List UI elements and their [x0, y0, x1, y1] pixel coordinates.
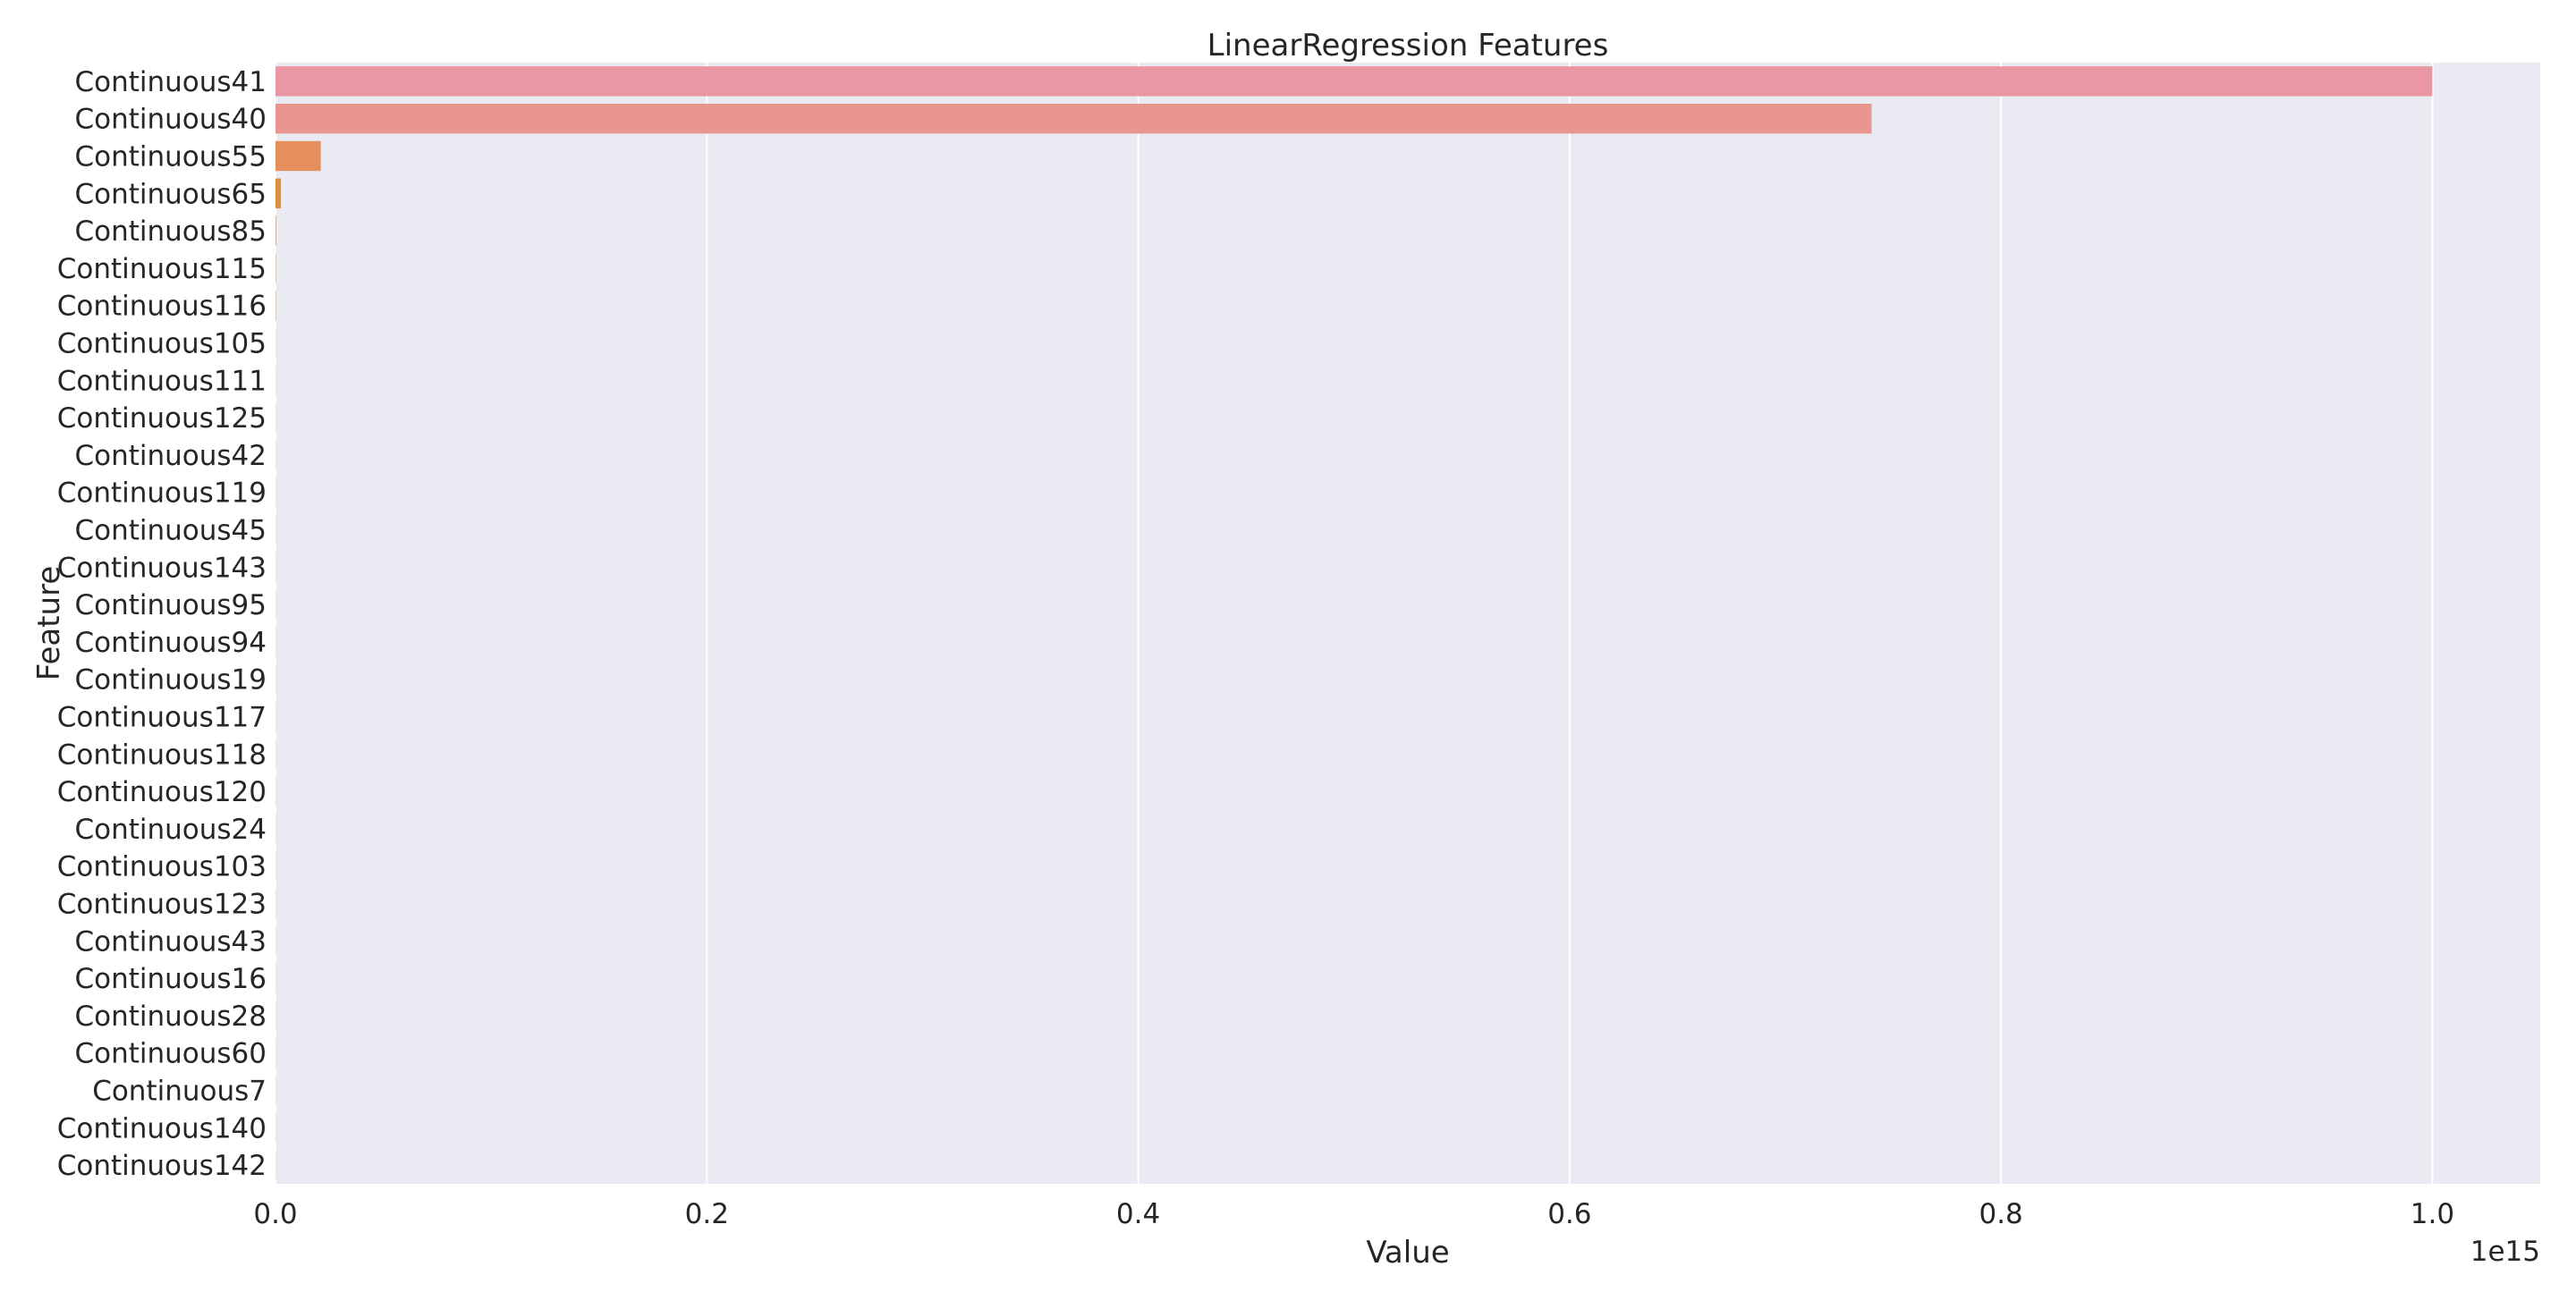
y-tick-label: Continuous28 — [74, 1001, 267, 1033]
y-tick-label: Continuous143 — [57, 552, 267, 584]
y-tick-label: Continuous103 — [57, 851, 267, 883]
y-tick-label: Continuous105 — [57, 328, 267, 360]
x-tick-label: 0.8 — [1979, 1198, 2022, 1230]
bar — [275, 215, 276, 245]
bar — [275, 141, 321, 171]
y-tick-label: Continuous55 — [74, 141, 267, 173]
x-tick-label: 0.2 — [685, 1198, 729, 1230]
y-tick-label: Continuous123 — [57, 889, 267, 921]
x-tick-label: 0.0 — [253, 1198, 297, 1230]
y-tick-label: Continuous40 — [74, 104, 267, 136]
bar — [275, 104, 1871, 133]
y-tick-label: Continuous116 — [57, 291, 267, 323]
x-tick-label: 1.0 — [2411, 1198, 2454, 1230]
y-tick-label: Continuous119 — [57, 477, 267, 510]
y-tick-label: Continuous142 — [57, 1150, 267, 1182]
y-tick-label: Continuous7 — [92, 1076, 267, 1108]
y-tick-label: Continuous120 — [57, 776, 267, 808]
bar — [275, 66, 2432, 96]
y-tick-label: Continuous42 — [74, 440, 267, 472]
y-tick-label: Continuous117 — [57, 702, 267, 734]
y-tick-label: Continuous125 — [57, 402, 267, 435]
bar — [275, 179, 281, 208]
x-tick-label: 0.4 — [1116, 1198, 1160, 1230]
y-tick-label: Continuous43 — [74, 925, 267, 958]
y-tick-label: Continuous16 — [74, 963, 267, 995]
y-tick-label: Continuous94 — [74, 627, 267, 659]
y-tick-label: Continuous95 — [74, 589, 267, 621]
x-tick-label: 0.6 — [1547, 1198, 1591, 1230]
y-tick-label: Continuous140 — [57, 1112, 267, 1144]
x-axis-offset-label: 1e15 — [2470, 1236, 2540, 1268]
chart-title: LinearRegression Features — [1208, 28, 1609, 63]
y-axis-title: Feature — [31, 566, 67, 680]
y-tick-label: Continuous85 — [74, 215, 267, 248]
y-tick-label: Continuous111 — [57, 365, 267, 397]
y-tick-label: Continuous115 — [57, 253, 267, 285]
y-tick-labels: Continuous41 Continuous40 Continuous55 Cont… — [57, 66, 267, 1182]
y-tick-label: Continuous24 — [74, 814, 267, 846]
y-tick-label: Continuous45 — [74, 515, 267, 547]
x-axis-title: Value — [1366, 1235, 1449, 1271]
y-tick-label: Continuous118 — [57, 739, 267, 771]
y-tick-label: Continuous65 — [74, 178, 267, 210]
x-tick-labels: 0.0 0.2 0.4 0.6 0.8 1.0 — [253, 1198, 2454, 1230]
y-tick-label: Continuous19 — [74, 664, 267, 697]
y-tick-label: Continuous41 — [74, 66, 267, 98]
plot-background — [275, 63, 2540, 1184]
y-tick-label: Continuous60 — [74, 1038, 267, 1070]
